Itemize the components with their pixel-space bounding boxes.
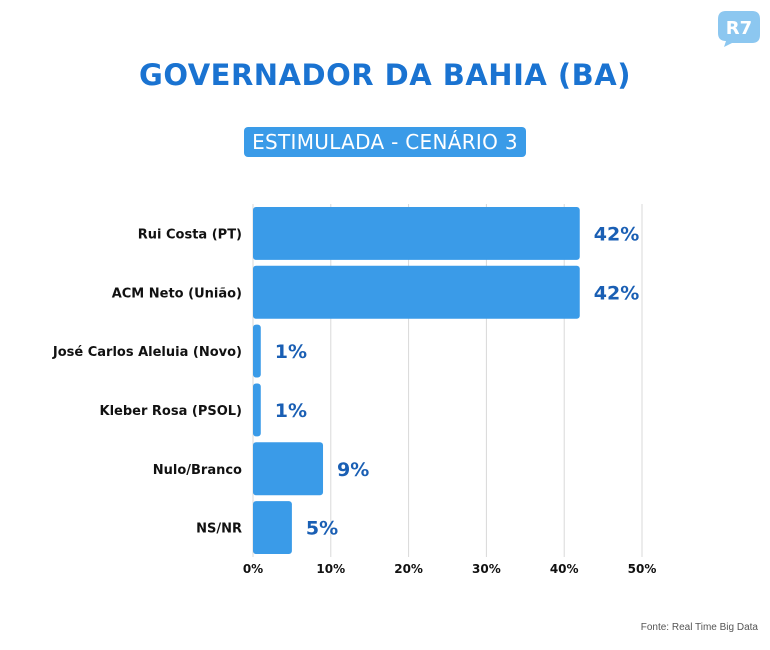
category-label-3: Kleber Rosa (PSOL): [100, 404, 243, 419]
category-label-4: Nulo/Branco: [153, 463, 242, 478]
x-tick-label-5: 50%: [628, 562, 657, 576]
source-note: Fonte: Real Time Big Data: [640, 622, 758, 633]
bar-3: [253, 383, 261, 437]
value-label-2: 1%: [275, 341, 307, 363]
subtitle-container: ESTIMULADA - CENÁRIO 3: [0, 127, 770, 157]
x-tick-label-2: 20%: [394, 562, 423, 576]
value-label-4: 9%: [337, 459, 369, 481]
value-label-3: 1%: [275, 400, 307, 422]
bar-4: [253, 442, 324, 496]
value-label-5: 5%: [306, 518, 338, 540]
category-label-5: NS/NR: [196, 522, 242, 537]
x-tick-label-3: 30%: [472, 562, 501, 576]
category-label-0: Rui Costa (PT): [138, 227, 242, 242]
value-label-0: 42%: [594, 223, 639, 245]
bar-5: [253, 501, 292, 555]
bar-0: [253, 206, 580, 260]
category-label-2: José Carlos Aleluia (Novo): [52, 345, 242, 360]
x-tick-label-1: 10%: [316, 562, 345, 576]
r7-logo-text: R7: [726, 18, 752, 39]
value-label-1: 42%: [594, 282, 639, 304]
bar-2: [253, 324, 261, 378]
chart-title: GOVERNADOR DA BAHIA (BA): [139, 58, 631, 92]
x-tick-label-4: 40%: [550, 562, 579, 576]
bar-1: [253, 265, 580, 319]
category-label-1: ACM Neto (União): [112, 286, 242, 301]
x-tick-label-0: 0%: [243, 562, 263, 576]
chart-subtitle: ESTIMULADA - CENÁRIO 3: [244, 127, 526, 157]
r7-logo: R7: [718, 11, 760, 47]
r7-logo-shape: [718, 11, 760, 47]
